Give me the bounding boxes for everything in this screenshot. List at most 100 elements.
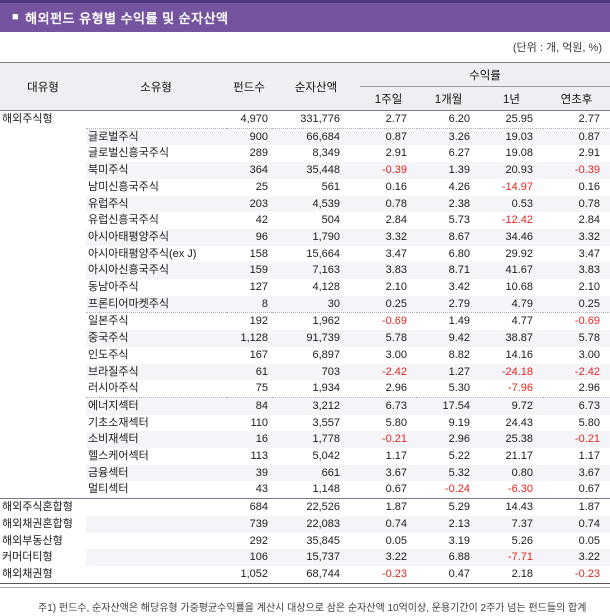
cell-minor-type: 북미주식 [86, 162, 226, 179]
cell-return-1week: 3.67 [360, 464, 417, 482]
cell-return-ytd: 0.74 [543, 515, 610, 533]
cell-return-1month: 5.30 [417, 380, 480, 398]
cell-net-assets: 22,083 [272, 515, 360, 533]
cell-minor-type: 중국주식 [86, 330, 226, 347]
cell-fund-count: 1,052 [226, 565, 272, 584]
table-row: 멀티섹터 43 1,148 0.67 -0.24 -6.30 0.67 [0, 481, 610, 500]
cell-return-1month: 0.47 [417, 565, 480, 584]
cell-minor-type: 헬스케어섹터 [88, 450, 149, 463]
table-row: 글로벌주식 900 66,684 0.87 3.26 19.03 0.87 [0, 128, 610, 146]
cell-return-ytd: 1.17 [578, 450, 600, 463]
cell-return-1month: 9.19 [448, 416, 470, 429]
cell-return-1year: 21.17 [505, 450, 533, 463]
cell-minor-type: 기초소재섹터 [88, 416, 149, 429]
table-row: 동남아주식 127 4,128 2.10 3.42 10.68 2.10 [0, 279, 610, 296]
cell-return-1week: 0.25 [360, 295, 417, 314]
cell-major-type [0, 262, 86, 279]
cell-return-1month: 5.22 [448, 450, 470, 463]
cell-net-assets: 4,539 [272, 195, 360, 213]
cell-return-1year: 14.43 [505, 501, 533, 514]
cell-net-assets: 3,557 [312, 416, 340, 429]
cell-return-1year: 25.95 [480, 110, 543, 129]
cell-fund-count: 8 [226, 295, 272, 314]
cell-return-ytd: 2.91 [578, 147, 600, 160]
cell-fund-count: 16 [226, 431, 272, 449]
cell-minor-type: 남미신흥국주식 [88, 180, 159, 193]
cell-minor-type: 아시아태평양주식 [86, 228, 226, 246]
unit-note: (단위 : 개, 억원, %) [512, 42, 602, 54]
cell-fund-count: 1,128 [226, 330, 272, 347]
cell-return-1year: 19.08 [505, 147, 533, 160]
table-row: 기초소재섹터 110 3,557 5.80 9.19 24.43 5.80 [0, 415, 610, 432]
cell-return-1week: 0.78 [360, 195, 417, 213]
cell-return-1month: 8.67 [417, 228, 480, 246]
table-row: 아시아태평양주식(ex J) 158 15,664 3.47 6.80 29.92 3.47 [0, 246, 610, 263]
cell-major-type [0, 415, 86, 432]
cell-net-assets: 22,526 [306, 501, 340, 514]
cell-return-ytd: 0.87 [543, 128, 610, 146]
cell-net-assets: 1,148 [272, 481, 360, 500]
table-row: 해외주식형 4,970 331,776 2.77 6.20 25.95 2.77 [0, 110, 610, 129]
cell-return-1year: 5.26 [511, 534, 533, 547]
header-row-top: 대유형 소유형 펀드수 순자산액 수익률 [0, 62, 610, 111]
cell-return-1month: 5.73 [448, 214, 470, 227]
cell-return-ytd: 5.78 [543, 330, 610, 347]
col-header-returns-group: 수익률 [360, 62, 610, 87]
cell-return-1month: 2.96 [417, 431, 480, 449]
cell-minor-type: 유럽주식 [86, 195, 226, 213]
cell-minor-type: 아시아태평양주식(ex J) [88, 247, 197, 260]
cell-net-assets: 561 [321, 180, 340, 193]
cell-major-type [0, 229, 86, 246]
cell-return-1month: 6.80 [448, 247, 470, 260]
cell-return-ytd: 3.32 [543, 228, 610, 246]
cell-return-ytd: 0.05 [578, 534, 600, 547]
cell-return-1week: -0.21 [360, 431, 417, 449]
table-row: 러시아주식 75 1,934 2.96 5.30 -7.96 2.96 [0, 380, 610, 398]
cell-return-1week: 0.67 [360, 481, 417, 500]
table-row: 헬스케어섹터 113 5,042 1.17 5.22 21.17 1.17 [0, 448, 610, 465]
cell-fund-count: 61 [226, 363, 272, 381]
cell-return-1month: 17.54 [417, 397, 480, 415]
cell-return-1month: 3.42 [448, 281, 470, 294]
cell-fund-count: 364 [226, 162, 272, 179]
table-row: 금융섹터 39 661 3.67 5.32 0.80 3.67 [0, 464, 610, 482]
col-header-major: 대유형 [0, 62, 86, 111]
bullet-square-icon: ■ [12, 11, 20, 23]
cell-major-type [0, 313, 86, 330]
cell-return-1year: 19.03 [480, 128, 543, 146]
cell-major-type [0, 465, 86, 482]
cell-return-1week: 2.77 [360, 110, 417, 129]
cell-net-assets: 1,778 [272, 431, 360, 449]
cell-return-1year: 4.79 [480, 295, 543, 314]
cell-minor-type: 러시아주식 [86, 380, 226, 398]
cell-major-type [0, 481, 86, 500]
cell-net-assets: 3,212 [272, 397, 360, 415]
cell-net-assets: 15,737 [272, 549, 360, 566]
cell-major-type [0, 448, 86, 465]
table-row: 인도주식 167 6,897 3.00 8.82 14.16 3.00 [0, 347, 610, 364]
cell-net-assets: 4,128 [312, 281, 340, 294]
table-row: 북미주식 364 35,448 -0.39 1.39 20.93 -0.39 [0, 162, 610, 179]
cell-fund-count: 127 [249, 281, 268, 294]
cell-minor-type: 에너지섹터 [86, 397, 226, 415]
cell-fund-count: 158 [249, 247, 268, 260]
cell-return-1week: 0.05 [385, 534, 407, 547]
cell-net-assets: 6,897 [312, 348, 340, 361]
table-body: 해외주식형 4,970 331,776 2.77 6.20 25.95 2.77 글로벌주식 9… [0, 110, 610, 584]
cell-return-1year: -7.96 [480, 380, 543, 398]
cell-return-ytd: 2.10 [578, 281, 600, 294]
cell-return-1year: -12.42 [501, 214, 533, 227]
table-row: 글로벌신흥국주식 289 8,349 2.91 6.27 19.08 2.91 [0, 145, 610, 162]
cell-net-assets: 66,684 [272, 128, 360, 146]
cell-return-1week: 2.84 [385, 214, 407, 227]
cell-minor-type [86, 533, 226, 550]
cell-return-ytd: -0.39 [543, 162, 610, 179]
cell-return-1year: -24.18 [480, 363, 543, 381]
cell-return-ytd: 3.67 [543, 464, 610, 482]
cell-return-1week: 1.87 [385, 501, 407, 514]
cell-major-type [0, 330, 86, 347]
cell-minor-type [86, 565, 226, 584]
cell-minor-type: 멀티섹터 [86, 481, 226, 500]
table-row: 에너지섹터 84 3,212 6.73 17.54 9.72 6.73 [0, 397, 610, 415]
cell-fund-count: 900 [226, 128, 272, 146]
